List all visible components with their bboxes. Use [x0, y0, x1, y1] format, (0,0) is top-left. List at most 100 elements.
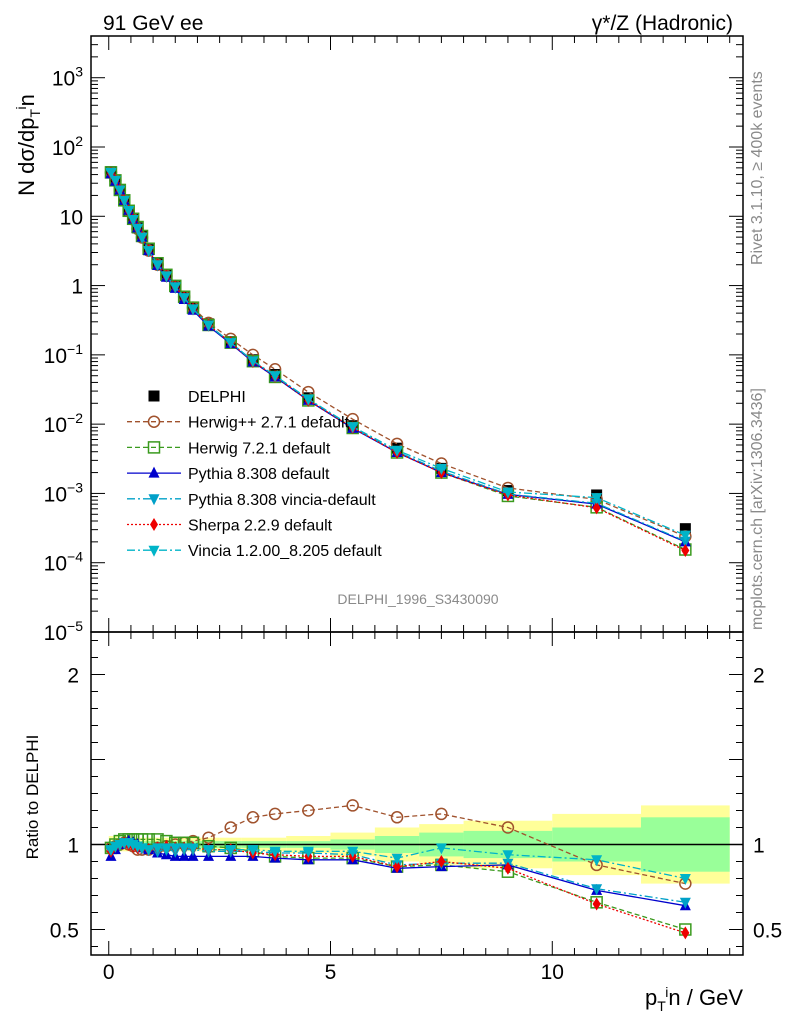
main-point-vincia-1-2-00-8-205-default: [143, 246, 155, 258]
ratio-point-herwig-2-7-1-default: [346, 799, 359, 812]
y-tick-label: 10: [60, 206, 83, 229]
main-ylabel: N dσ/dpTin: [13, 94, 43, 196]
ratio-point-herwig-2-7-1-default: [390, 811, 404, 824]
main-line-pythia-8-308-vincia-default: [110, 172, 686, 542]
legend-marker: [148, 545, 160, 557]
main-point-vincia-1-2-00-8-205-default: [302, 394, 314, 406]
ratio-point-vincia-1-2-00-8-205-default: [269, 846, 281, 858]
legend-item-vincia-1-2-00-8-205-default: Vincia 1.2.00_8.205 default: [127, 543, 382, 560]
mcplots-note: mcplots.cern.ch [arXiv:1306.3436]: [749, 388, 766, 630]
main-point-sherpa-2-2-9-default: [592, 501, 601, 515]
ratio-point-herwig-2-7-1-default: [224, 821, 237, 834]
ratio-point-herwig-2-7-1-default: [302, 804, 315, 817]
x-tick-label: 0: [103, 961, 115, 984]
ratio-point-vincia-1-2-00-8-205-default: [169, 843, 181, 855]
main-point-vincia-1-2-00-8-205-default: [114, 185, 126, 197]
y-tick-label: 10−4: [44, 549, 84, 576]
main-line-pythia-8-308-default: [110, 173, 686, 543]
legend-item-delphi: DELPHI: [148, 389, 246, 406]
ratio-point-vincia-1-2-00-8-205-default: [178, 843, 190, 855]
main-point-vincia-1-2-00-8-205-default: [127, 214, 139, 226]
main-point-vincia-1-2-00-8-205-default: [169, 282, 181, 294]
ratio-point-sherpa-2-2-9-default: [437, 855, 446, 868]
legend: DELPHI Herwig++ 2.7.1 default Herwig 7.2.1…: [127, 389, 382, 560]
right-title: γ*/Z (Hadronic): [592, 12, 733, 35]
legend-marker: [147, 441, 161, 454]
ratio-point-pythia-8-308-vincia-default: [679, 897, 691, 909]
ratio-ylabel: Ratio to DELPHI: [23, 735, 42, 860]
main-point-vincia-1-2-00-8-205-default: [225, 338, 237, 350]
ratio-point-vincia-1-2-00-8-205-default: [591, 855, 603, 867]
y-tick-label: 103: [52, 64, 83, 91]
rivet-note: Rivet 3.1.10, ≥ 400k events: [749, 71, 766, 265]
ratio-y-tick-label-right: 1: [753, 835, 765, 858]
main-point-delphi: [679, 523, 691, 535]
ratio-point-pythia-8-308-vincia-default: [591, 884, 603, 896]
main-point-vincia-1-2-00-8-205-default: [247, 356, 259, 368]
y-tick-label: 10−3: [44, 479, 84, 506]
ratio-y-tick-label: 1: [67, 835, 79, 858]
svg-text:pTin / GeV: pTin / GeV: [645, 984, 743, 1014]
ratio-point-vincia-1-2-00-8-205-default: [391, 853, 403, 865]
ratio-point-vincia-1-2-00-8-205-default: [187, 843, 199, 855]
ratio-y-tick-label: 0.5: [50, 920, 79, 943]
ratio-point-herwig-2-7-1-default: [268, 807, 282, 821]
main-point-vincia-1-2-00-8-205-default: [187, 304, 199, 316]
analysis-label: DELPHI_1996_S3430090: [337, 591, 498, 607]
legend-marker: [148, 494, 160, 506]
legend-item-pythia-8-308-default: Pythia 8.308 default: [127, 466, 330, 483]
legend-item-herwig-7-2-1-default: Herwig 7.2.1 default: [127, 440, 331, 457]
left-title: 91 GeV ee: [103, 12, 203, 35]
ratio-point-vincia-1-2-00-8-205-default: [302, 846, 314, 858]
y-tick-label: 1: [71, 276, 83, 299]
ratio-point-vincia-1-2-00-8-205-default: [160, 843, 172, 855]
ratio-point-vincia-1-2-00-8-205-default: [152, 843, 164, 855]
ratio-y-tick-label-right: 0.5: [753, 920, 782, 943]
ratio-point-sherpa-2-2-9-default: [503, 861, 512, 875]
legend-marker: [150, 518, 158, 531]
ratio-point-sherpa-2-2-9-default: [393, 860, 402, 874]
main-point-vincia-1-2-00-8-205-default: [132, 223, 144, 235]
ratio-panel: 0 5 10 0.5 0.5 1 1 2 2: [50, 36, 782, 984]
ratio-frame: [90, 631, 744, 956]
main-point-pythia-8-308-vincia-default: [679, 536, 691, 548]
main-point-vincia-1-2-00-8-205-default: [435, 463, 447, 475]
ratio-y-tick-label: 2: [67, 665, 79, 688]
y-tick-label: 10−5: [44, 618, 84, 645]
ratio-point-vincia-1-2-00-8-205-default: [143, 845, 155, 857]
main-point-vincia-1-2-00-8-205-default: [679, 530, 691, 542]
ratio-point-vincia-1-2-00-8-205-default: [203, 845, 215, 857]
main-point-vincia-1-2-00-8-205-default: [502, 487, 514, 499]
legend-item-herwig-2-7-1-default: Herwig++ 2.7.1 default: [127, 415, 350, 432]
main-point-vincia-1-2-00-8-205-default: [136, 232, 148, 244]
ratio-point-sherpa-2-2-9-default: [681, 926, 690, 940]
ratio-y-tick-label-right: 2: [753, 665, 765, 688]
ratio-point-herwig-2-7-1-default: [246, 811, 260, 824]
legend-marker: [148, 466, 160, 478]
main-point-vincia-1-2-00-8-205-default: [160, 271, 172, 283]
legend-marker: [148, 390, 160, 402]
legend-label: Pythia 8.308 default: [188, 466, 330, 483]
legend-label: Herwig 7.2.1 default: [188, 440, 331, 457]
x-axis-title: pTin / GeV: [645, 984, 743, 1014]
ratio-point-vincia-1-2-00-8-205-default: [247, 845, 259, 857]
main-point-vincia-1-2-00-8-205-default: [118, 195, 130, 207]
legend-item-sherpa-2-2-9-default: Sherpa 2.2.9 default: [127, 518, 333, 535]
legend-label: Herwig++ 2.7.1 default: [188, 415, 350, 432]
main-point-vincia-1-2-00-8-205-default: [347, 422, 359, 434]
x-tick-label: 10: [541, 961, 564, 984]
y-tick-label: 10−2: [44, 410, 84, 437]
ratio-point-herwig-2-7-1-default: [501, 821, 515, 834]
ratio-point-vincia-1-2-00-8-205-default: [502, 850, 514, 862]
main-point-vincia-1-2-00-8-205-default: [591, 493, 603, 505]
legend-label: Sherpa 2.2.9 default: [188, 518, 333, 535]
legend-label: Vincia 1.2.00_8.205 default: [188, 543, 382, 560]
ratio-point-vincia-1-2-00-8-205-default: [347, 846, 359, 858]
ratio-point-herwig-2-7-1-default: [435, 807, 448, 821]
ratio-point-vincia-1-2-00-8-205-default: [435, 843, 447, 855]
svg-text:N dσ/dpTin: N dσ/dpTin: [13, 94, 43, 196]
main-point-vincia-1-2-00-8-205-default: [391, 445, 403, 457]
main-point-vincia-1-2-00-8-205-default: [105, 167, 117, 179]
main-point-vincia-1-2-00-8-205-default: [178, 293, 190, 305]
